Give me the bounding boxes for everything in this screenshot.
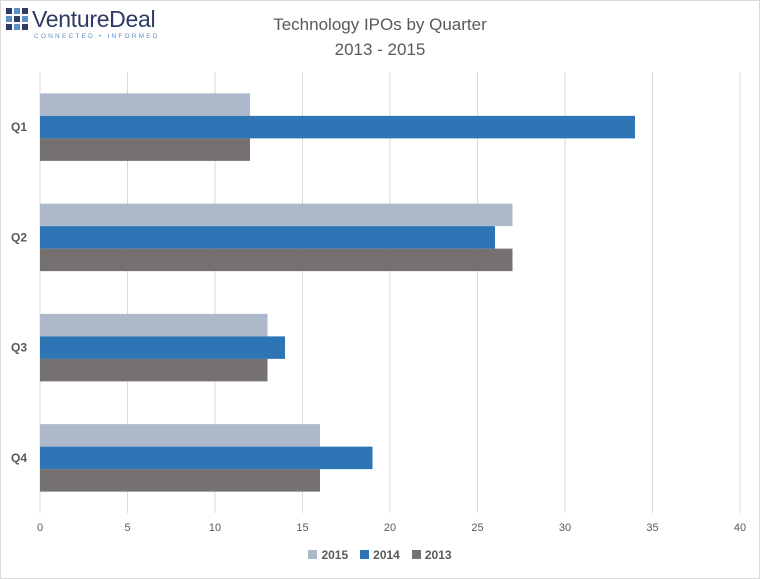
legend-label-2013: 2013	[424, 548, 452, 562]
legend-swatch-2013	[411, 550, 421, 559]
logo-grid-icon	[6, 8, 28, 30]
x-tick-label-0: 0	[37, 522, 43, 534]
x-tick-label-20: 20	[384, 522, 396, 534]
logo-wordmark: VentureDeal	[32, 6, 156, 32]
x-tick-label-10: 10	[209, 522, 221, 534]
bar-q4-2015	[40, 424, 320, 447]
bar-q2-2014	[40, 226, 495, 249]
legend-item-2015: 2015	[308, 548, 348, 562]
legend-item-2014: 2014	[360, 548, 400, 562]
legend-swatch-2015	[308, 550, 318, 559]
x-tick-label-5: 5	[124, 522, 130, 534]
category-label-q2: Q2	[11, 230, 27, 244]
x-tick-label-30: 30	[559, 522, 571, 534]
bar-q3-2014	[40, 336, 285, 359]
legend-swatch-2014	[360, 550, 370, 559]
category-label-q3: Q3	[11, 341, 27, 355]
bar-q2-2013	[40, 248, 513, 272]
category-label-q1: Q1	[11, 120, 27, 134]
legend-label-2015: 2015	[321, 548, 349, 562]
chart-title: Technology IPOs by Quarter	[273, 15, 487, 34]
chart-legend: 2015 2014 2013	[0, 548, 760, 562]
x-tick-label-40: 40	[734, 522, 746, 534]
venturedeal-logo: VentureDeal CONNECTED • INFORMED	[6, 6, 186, 40]
chart-subtitle: 2013 - 2015	[334, 40, 426, 59]
legend-label-2014: 2014	[373, 548, 400, 562]
x-tick-label-35: 35	[646, 522, 658, 534]
bar-q2-2015	[40, 203, 513, 227]
bar-q3-2013	[40, 358, 268, 382]
chart-title-block: Technology IPOs by Quarter 2013 - 2015	[30, 12, 730, 62]
bar-q1-2013	[40, 138, 250, 161]
bar-q4-2014	[40, 446, 373, 470]
category-label-q4: Q4	[11, 451, 27, 465]
bar-q4-2013	[40, 469, 320, 492]
logo-tagline: CONNECTED • INFORMED	[34, 33, 160, 40]
bar-q1-2014	[40, 115, 635, 139]
x-tick-label-25: 25	[471, 522, 483, 534]
bar-q3-2015	[40, 313, 268, 337]
bar-q1-2015	[40, 93, 250, 116]
x-tick-label-15: 15	[296, 522, 308, 534]
legend-item-2013: 2013	[411, 548, 452, 562]
